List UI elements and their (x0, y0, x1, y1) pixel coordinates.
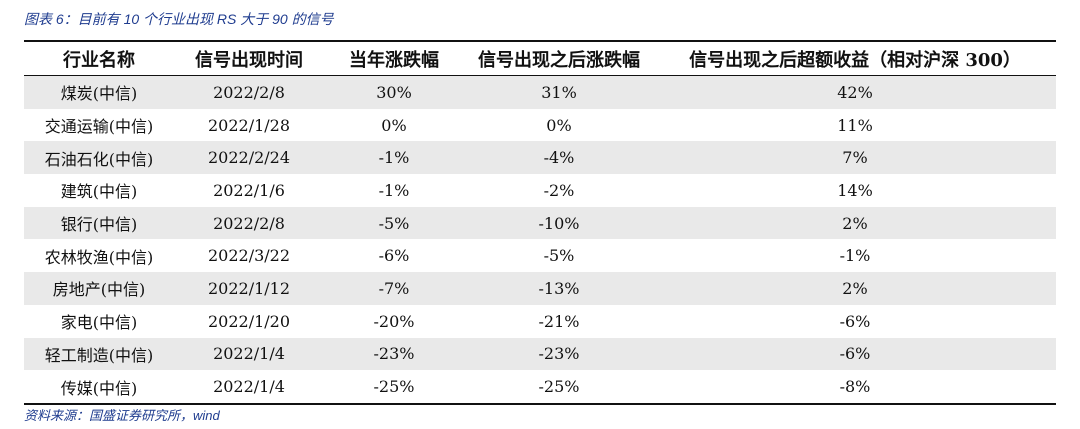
excess-return-cell: -8% (654, 370, 1056, 405)
header-excess-return: 信号出现之后超额收益（相对沪深 300） (654, 40, 1056, 76)
ytd-change-cell: -7% (324, 272, 464, 305)
header-signal-date: 信号出现时间 (174, 40, 324, 76)
signal-date-cell: 2022/1/6 (213, 180, 285, 200)
industry-cell: 家电(中信) (60, 313, 138, 333)
signal-date-cell: 2022/2/8 (174, 75, 324, 109)
excess-return-cell: 2% (654, 272, 1056, 305)
industry-cell: 建筑(中信) (60, 182, 138, 202)
signal-date-cell: 2022/1/28 (207, 115, 291, 135)
industry-cell: 银行(中信) (24, 206, 174, 240)
industry-cell: 传媒(中信) (24, 370, 174, 405)
post-signal-change-cell: -5% (543, 246, 575, 266)
signal-date-cell: 2022/1/12 (174, 272, 324, 305)
ytd-change-cell: -1% (324, 141, 464, 175)
ytd-change-cell: 30% (324, 75, 464, 109)
header-post-signal-change: 信号出现之后涨跌幅 (464, 40, 654, 76)
industry-cell: 煤炭(中信) (24, 75, 174, 109)
post-signal-change-cell: -21% (538, 311, 580, 331)
ytd-change-cell: -5% (324, 206, 464, 240)
signal-date-cell: 2022/1/20 (207, 311, 291, 331)
ytd-change-cell: -25% (324, 370, 464, 405)
industry-cell: 石油石化(中信) (24, 141, 174, 175)
signal-date-cell: 2022/1/4 (174, 370, 324, 405)
excess-return-cell: 7% (654, 141, 1056, 175)
table-row: 传媒(中信) 2022/1/4 -25% -25% -8% (24, 370, 1056, 405)
post-signal-change-cell: 0% (546, 115, 572, 135)
table-row: 煤炭(中信) 2022/2/8 30% 31% 42% (24, 75, 1056, 109)
ytd-change-cell: 0% (381, 115, 407, 135)
header-ytd-change: 当年涨跌幅 (324, 40, 464, 76)
table-header-row: 行业名称 信号出现时间 当年涨跌幅 信号出现之后涨跌幅 信号出现之后超额收益（相… (24, 40, 1056, 76)
table-row: 建筑(中信) 2022/1/6 -1% -2% 14% (24, 174, 1056, 207)
post-signal-change-cell: -25% (464, 370, 654, 405)
table-row: 轻工制造(中信) 2022/1/4 -23% -23% -6% (24, 337, 1056, 371)
industry-cell: 轻工制造(中信) (24, 337, 174, 371)
post-signal-change-cell: -23% (464, 337, 654, 371)
signal-date-cell: 2022/1/4 (174, 337, 324, 371)
table-body: 煤炭(中信) 2022/2/8 30% 31% 42% 交通运输(中信) 2022/1/28… (24, 75, 1056, 405)
excess-return-cell: -6% (654, 337, 1056, 371)
table-row: 石油石化(中信) 2022/2/24 -1% -4% 7% (24, 141, 1056, 175)
excess-return-cell: -6% (839, 311, 871, 331)
post-signal-change-cell: -2% (543, 180, 575, 200)
excess-return-cell: 14% (837, 180, 873, 200)
signals-table: 行业名称 信号出现时间 当年涨跌幅 信号出现之后涨跌幅 信号出现之后超额收益（相… (24, 40, 1056, 405)
signal-date-cell: 2022/3/22 (207, 246, 291, 266)
source-note: 资料来源：国盛证券研究所，wind (24, 407, 220, 423)
figure-caption: 图表 6：目前有 10 个行业出现 RS 大于 90 的信号 (24, 11, 334, 27)
ytd-change-cell: -6% (378, 246, 410, 266)
excess-return-cell: 42% (654, 75, 1056, 109)
post-signal-change-cell: -4% (464, 141, 654, 175)
industry-cell: 房地产(中信) (24, 272, 174, 305)
post-signal-change-cell: 31% (464, 75, 654, 109)
ytd-change-cell: -1% (378, 180, 410, 200)
post-signal-change-cell: -10% (464, 206, 654, 240)
ytd-change-cell: -20% (373, 311, 415, 331)
table-row: 房地产(中信) 2022/1/12 -7% -13% 2% (24, 272, 1056, 305)
excess-return-cell: 2% (654, 206, 1056, 240)
ytd-change-cell: -23% (324, 337, 464, 371)
post-signal-change-cell: -13% (464, 272, 654, 305)
excess-return-cell: 11% (837, 115, 873, 135)
header-industry: 行业名称 (24, 40, 174, 76)
signal-date-cell: 2022/2/24 (174, 141, 324, 175)
industry-cell: 农林牧渔(中信) (44, 247, 154, 267)
table-row: 交通运输(中信) 2022/1/28 0% 0% 11% (24, 109, 1056, 142)
signal-date-cell: 2022/2/8 (174, 206, 324, 240)
excess-return-cell: -1% (839, 246, 871, 266)
table-row: 银行(中信) 2022/2/8 -5% -10% 2% (24, 206, 1056, 240)
industry-cell: 交通运输(中信) (44, 117, 154, 137)
table-row: 农林牧渔(中信) 2022/3/22 -6% -5% -1% (24, 239, 1056, 272)
table-row: 家电(中信) 2022/1/20 -20% -21% -6% (24, 305, 1056, 338)
